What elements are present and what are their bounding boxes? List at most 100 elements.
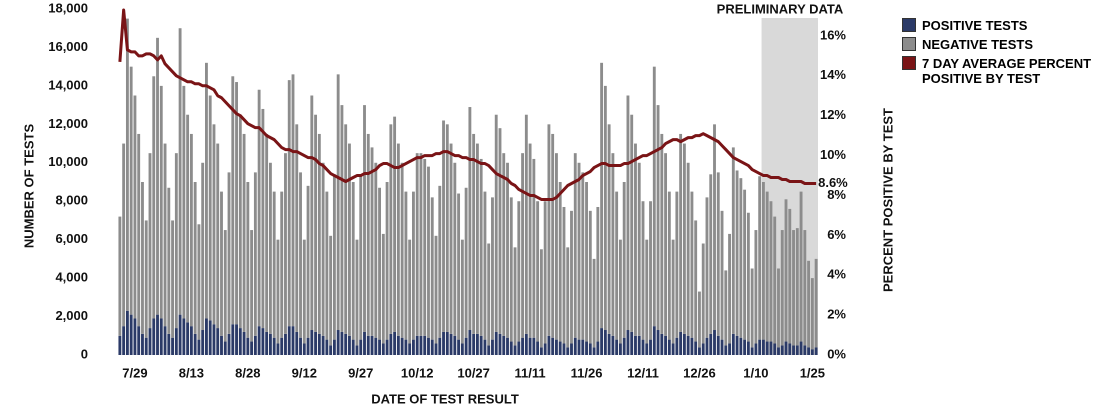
bar-segment: [208, 320, 212, 355]
bar-segment: [385, 182, 389, 340]
bar-segment: [174, 328, 178, 355]
bar-segment: [381, 233, 385, 344]
bar-segment: [321, 162, 325, 336]
bar-segment: [182, 318, 186, 355]
bar-segment: [370, 335, 374, 355]
bar-segment: [735, 335, 739, 355]
bar-segment: [457, 193, 461, 340]
bar-segment: [551, 337, 555, 355]
bar-segment: [773, 216, 777, 344]
bar-segment: [547, 124, 551, 336]
bar-segment: [701, 243, 705, 344]
bar-segment: [186, 114, 190, 323]
bar-segment: [750, 347, 754, 355]
bar-segment: [152, 318, 156, 355]
bar-segment: [581, 339, 585, 355]
bar-segment: [498, 128, 502, 334]
bar-segment: [596, 206, 600, 342]
bar-segment: [137, 326, 141, 355]
bar-segment: [284, 333, 287, 355]
bar-segment: [562, 343, 566, 355]
y2-tick-label: 4%: [827, 267, 846, 282]
bar-segment: [268, 333, 272, 355]
bar-segment: [291, 74, 295, 327]
bar-segment: [524, 333, 528, 355]
bar-segment: [626, 95, 630, 331]
bar-segment: [193, 182, 197, 334]
bar-segment: [189, 326, 193, 355]
bar-segment: [299, 172, 302, 338]
bar-segment: [566, 347, 570, 355]
annotation: PRELIMINARY DATA: [717, 1, 844, 16]
y-tick-label: 18,000: [48, 0, 88, 15]
bar-segment: [705, 337, 709, 355]
bar-segment: [626, 330, 630, 355]
bar-segment: [178, 314, 182, 355]
bar-segment: [393, 331, 397, 355]
bar-segment: [743, 189, 747, 340]
bar-segment: [174, 153, 178, 329]
bar-segment: [253, 172, 257, 336]
bar-segment: [814, 258, 818, 348]
bar-segment: [615, 339, 619, 355]
bar-segment: [577, 162, 581, 340]
bar-segment: [359, 176, 363, 340]
bar-segment: [795, 345, 799, 355]
bar-segment: [479, 158, 483, 336]
x-tick-label: 12/26: [683, 365, 716, 380]
bar-segment: [223, 230, 227, 342]
bar-segment: [746, 341, 750, 355]
bar-segment: [430, 339, 434, 355]
bar-segment: [652, 66, 656, 327]
bar-segment: [460, 239, 464, 344]
bar-segment: [314, 331, 318, 355]
bar-segment: [618, 239, 622, 344]
legend-swatch: [902, 18, 916, 32]
bar-segment: [777, 347, 780, 355]
bar-segment: [201, 162, 205, 331]
bar-segment: [381, 343, 385, 355]
bar-segment: [491, 197, 494, 340]
bar-segment: [780, 345, 784, 355]
bar-segment: [438, 185, 442, 338]
bar-segment: [355, 239, 359, 346]
bar-segment: [735, 170, 739, 336]
bar-segment: [351, 182, 355, 340]
y-tick-label: 14,000: [48, 77, 88, 92]
bar-segment: [348, 335, 351, 355]
bar-segment: [754, 343, 758, 355]
bar-segment: [600, 62, 604, 329]
bar-segment: [344, 124, 348, 334]
bar-segment: [366, 133, 370, 336]
bar-segment: [246, 182, 250, 338]
bar-segment: [671, 239, 675, 344]
bar-segment: [227, 172, 231, 334]
bar-segment: [592, 347, 596, 355]
x-tick-label: 9/12: [292, 365, 317, 380]
bar-segment: [698, 347, 701, 355]
bar-segment: [396, 335, 400, 355]
y-tick-label: 6,000: [55, 231, 88, 246]
bar-segment: [630, 114, 634, 332]
legend-swatch: [902, 56, 916, 70]
bar-segment: [731, 147, 735, 334]
bar-segment: [374, 337, 378, 355]
bar-segment: [378, 187, 381, 340]
y2-tick-label: 12%: [820, 107, 846, 122]
bar-segment: [404, 191, 408, 340]
bar-segment: [521, 337, 524, 355]
bar-segment: [603, 330, 607, 355]
bar-segment: [287, 326, 291, 355]
bar-segment: [265, 133, 269, 332]
bar-segment: [810, 278, 814, 350]
bar-segment: [573, 337, 577, 355]
legend-item: NEGATIVE TESTS: [902, 37, 1092, 52]
bar-segment: [517, 201, 521, 342]
bar-segment: [363, 105, 366, 332]
bar-segment: [679, 331, 683, 355]
bar-segment: [125, 310, 129, 355]
bar-segment: [502, 335, 506, 355]
bar-segment: [129, 314, 133, 355]
